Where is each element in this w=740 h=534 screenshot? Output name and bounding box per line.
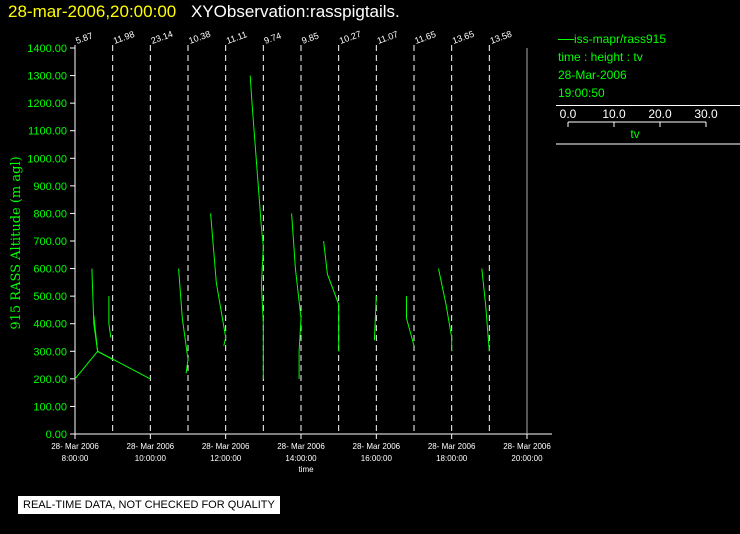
legend-line-swatch bbox=[558, 39, 574, 41]
x-tick-time-label: 16:00:00 bbox=[361, 454, 393, 463]
legend-panel: iss-mapr/rass915 time : height : tv 28-M… bbox=[556, 30, 740, 148]
x-tick-date-label: 28- Mar 2006 bbox=[202, 442, 250, 451]
legend-time: 19:00:50 bbox=[558, 86, 605, 100]
series-line bbox=[323, 240, 340, 352]
profile-label: 11.98 bbox=[112, 29, 136, 46]
series-line bbox=[91, 268, 113, 361]
y-tick-label: 400.00 bbox=[33, 319, 67, 331]
x-tick-time-label: 10:00:00 bbox=[135, 454, 167, 463]
series-line bbox=[406, 296, 415, 346]
y-tick-label: 900.00 bbox=[33, 181, 67, 193]
legend-scale-ticks: 0.0 10.0 20.0 30.0 bbox=[560, 107, 718, 127]
legend-scale: 0.0 10.0 20.0 30.0 tv bbox=[556, 107, 740, 145]
profile-label: 9.74 bbox=[263, 30, 283, 45]
legend-mapping: time : height : tv bbox=[558, 50, 643, 64]
x-tick-date-label: 28- Mar 2006 bbox=[51, 442, 99, 451]
y-tick-label: 200.00 bbox=[33, 374, 67, 386]
title-date: 28-mar-2006,20:00:00 bbox=[8, 2, 177, 21]
x-tick-time-label: 20:00:00 bbox=[511, 454, 543, 463]
y-tick-label: 1000.00 bbox=[27, 153, 67, 165]
legend-scale-tick-label: 0.0 bbox=[560, 107, 577, 121]
legend-date: 28-Mar-2006 bbox=[558, 68, 627, 82]
y-tick-label: 100.00 bbox=[33, 401, 67, 413]
x-tick-date-label: 28- Mar 2006 bbox=[428, 442, 476, 451]
y-tick-label: 700.00 bbox=[33, 236, 67, 248]
profile-label: 13.58 bbox=[489, 29, 514, 46]
x-tick-date-label: 28- Mar 2006 bbox=[277, 442, 325, 451]
x-axis-label: time bbox=[298, 465, 314, 474]
legend-scale-tick-label: 10.0 bbox=[602, 107, 626, 121]
x-tick-date-label: 28- Mar 2006 bbox=[353, 442, 401, 451]
series-line bbox=[178, 268, 189, 374]
profile-label: 10.27 bbox=[338, 29, 363, 46]
legend-separator bbox=[556, 105, 740, 106]
legend-series: iss-mapr/rass915 bbox=[556, 30, 740, 48]
y-tick-label: 0.00 bbox=[46, 429, 67, 441]
profile-label: 13.65 bbox=[451, 29, 476, 46]
x-tick-date-label: 28- Mar 2006 bbox=[127, 442, 175, 451]
series-line bbox=[108, 296, 112, 338]
series-lines bbox=[74, 75, 490, 380]
legend-series-name: iss-mapr/rass915 bbox=[574, 32, 667, 46]
y-tick-label: 1300.00 bbox=[27, 71, 67, 83]
x-tick-time-label: 12:00:00 bbox=[210, 454, 242, 463]
series-line bbox=[438, 268, 453, 352]
y-tick-label: 1200.00 bbox=[27, 98, 67, 110]
x-tick-time-label: 8:00:00 bbox=[62, 454, 89, 463]
profile-label: 10.38 bbox=[187, 29, 212, 46]
x-tick-time-label: 18:00:00 bbox=[436, 454, 468, 463]
series-line bbox=[210, 213, 227, 346]
title-text: XYObservation:rasspigtails. bbox=[190, 2, 400, 21]
y-tick-label: 600.00 bbox=[33, 264, 67, 276]
profile-label: 11.07 bbox=[376, 29, 400, 46]
y-axis-label: 915 RASS Altitude (m agl) bbox=[9, 156, 24, 329]
legend-scale-tick-label: 30.0 bbox=[694, 107, 718, 121]
x-tick-date-label: 28- Mar 2006 bbox=[503, 442, 551, 451]
profile-label: 5.87 bbox=[74, 30, 94, 45]
y-tick-label: 500.00 bbox=[33, 291, 67, 303]
quality-notice: REAL-TIME DATA, NOT CHECKED FOR QUALITY bbox=[18, 496, 280, 514]
y-tick-label: 1400.00 bbox=[27, 43, 67, 55]
chart-axes: 0.00 100.00 200.00 300.00 400.00 500.00 600.00… bbox=[27, 43, 552, 463]
legend-scale-label: tv bbox=[630, 127, 639, 141]
x-tick-time-label: 14:00:00 bbox=[285, 454, 317, 463]
series-line bbox=[291, 213, 302, 379]
profile-label: 9.85 bbox=[300, 30, 320, 45]
series-line bbox=[93, 315, 99, 352]
title-bar: 28-mar-2006,20:00:00 XYObservation:rassp… bbox=[8, 2, 400, 22]
y-tick-label: 800.00 bbox=[33, 208, 67, 220]
profile-label: 11.65 bbox=[413, 29, 437, 46]
series-line bbox=[481, 268, 490, 352]
y-tick-label: 1100.00 bbox=[28, 126, 67, 138]
series-line bbox=[373, 296, 377, 341]
legend-scale-tick-label: 20.0 bbox=[648, 107, 672, 121]
y-tick-label: 300.00 bbox=[33, 346, 67, 358]
profile-label: 11.11 bbox=[225, 29, 248, 46]
profile-label: 23.14 bbox=[150, 29, 175, 46]
series-line bbox=[249, 75, 264, 379]
